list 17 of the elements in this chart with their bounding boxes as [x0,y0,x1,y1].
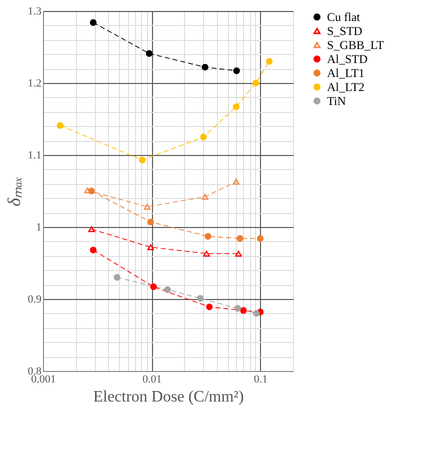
legend-label: Al_LT2 [327,80,365,94]
x-tick-label: 0.1 [254,374,268,386]
y-axis-title: δₘₐₓ [4,176,24,206]
y-tick-label: 0.9 [28,294,42,306]
x-tick-label: 0.001 [31,374,56,386]
x-axis-title: Electron Dose (C/mm²) [93,388,244,406]
legend-label: TiN [327,94,346,108]
y-tick-label: 1.1 [28,150,42,162]
legend-label: Al_LT1 [327,66,365,80]
x-tick-label: 0.01 [142,374,162,386]
legend-label: S_STD [327,24,363,38]
y-tick-label: 1.2 [28,78,42,90]
legend-label: Al_STD [327,52,368,66]
legend-label: Cu flat [327,10,361,24]
y-tick-label: 1.3 [28,6,42,18]
y-tick-label: 1 [36,222,42,234]
legend-label: S_GBB_LT [327,38,385,52]
